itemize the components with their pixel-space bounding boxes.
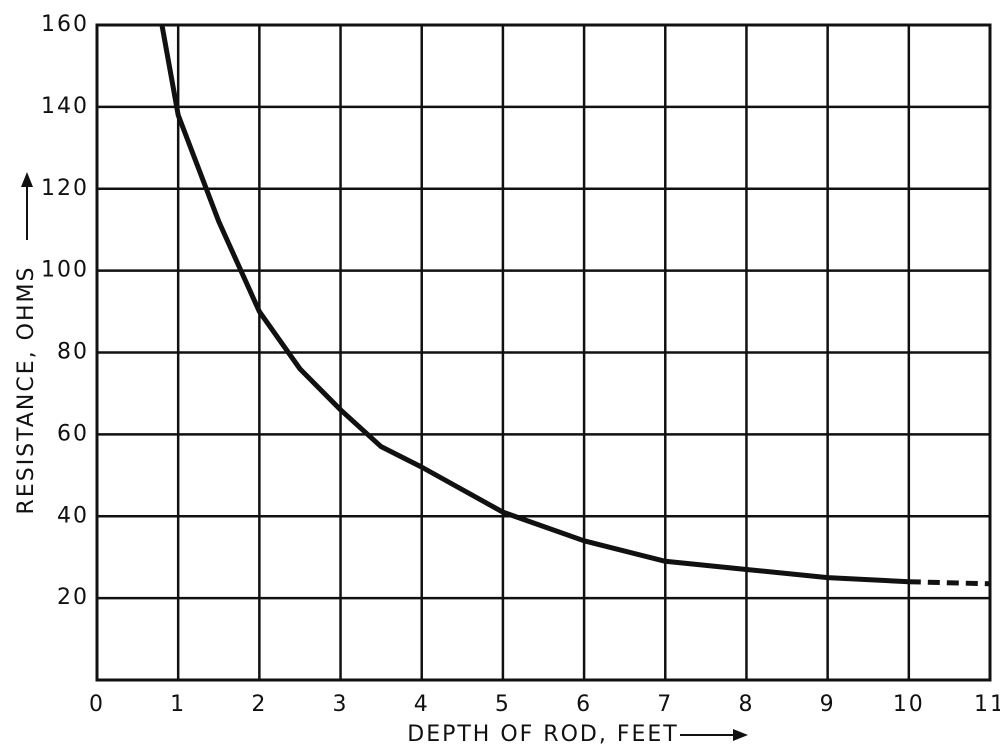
x-tick-label: 7 bbox=[657, 692, 673, 717]
chart: DEPTH OF ROD, FEET RESISTANCE, OHMS 0 1 2 3… bbox=[0, 0, 1000, 751]
x-tick-label: 5 bbox=[495, 692, 511, 717]
y-axis-label: RESISTANCE, OHMS bbox=[14, 266, 39, 515]
x-tick-label: 10 bbox=[893, 692, 925, 717]
y-tick-label: 120 bbox=[41, 176, 89, 201]
page: {"chart_data": { "type": "line", "x_labe… bbox=[0, 0, 1000, 751]
x-tick-label: 0 bbox=[89, 692, 105, 717]
y-tick-label: 20 bbox=[57, 585, 89, 610]
x-tick-label: 2 bbox=[251, 692, 267, 717]
x-tick-label: 8 bbox=[738, 692, 754, 717]
y-tick-label: 40 bbox=[57, 503, 89, 528]
y-tick-label: 100 bbox=[41, 258, 89, 283]
x-tick-label: 4 bbox=[414, 692, 430, 717]
x-tick-label: 9 bbox=[820, 692, 836, 717]
y-tick-label: 160 bbox=[41, 12, 89, 37]
x-axis-label: DEPTH OF ROD, FEET bbox=[407, 722, 678, 747]
data-line bbox=[162, 25, 909, 582]
x-arrow bbox=[680, 729, 748, 741]
y-tick-label: 140 bbox=[41, 94, 89, 119]
x-tick-label: 6 bbox=[576, 692, 592, 717]
y-tick-label: 80 bbox=[57, 340, 89, 365]
x-tick-label: 3 bbox=[333, 692, 349, 717]
y-tick-label: 60 bbox=[57, 421, 89, 446]
y-arrow bbox=[21, 172, 33, 240]
x-tick-label: 1 bbox=[170, 692, 186, 717]
data-line bbox=[909, 582, 990, 584]
x-tick-label: 11 bbox=[974, 692, 1000, 717]
